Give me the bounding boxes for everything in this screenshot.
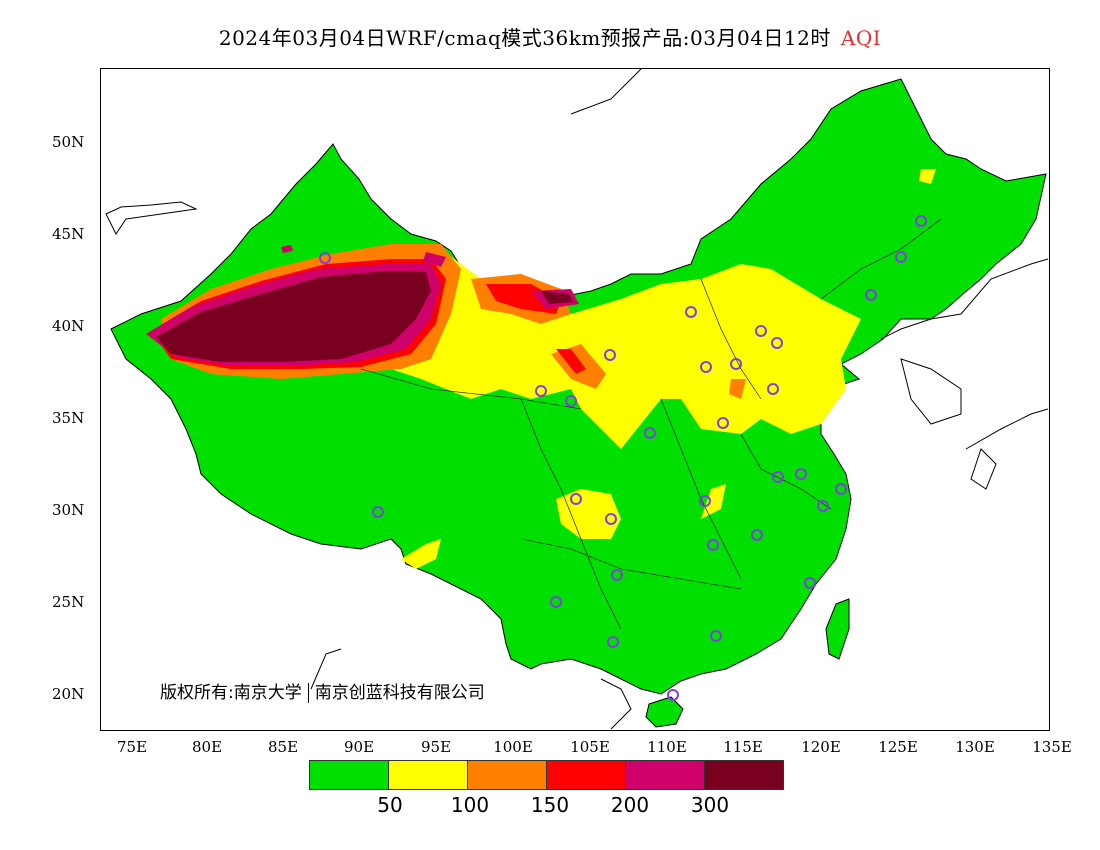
copyright-notice: 版权所有:南京大学 南京创蓝科技有限公司 — [160, 678, 485, 703]
lon-label-130e: 130E — [955, 738, 995, 756]
station-markers — [319, 215, 927, 701]
lat-label-50n: 50N — [52, 133, 85, 151]
title-variable: AQI — [840, 26, 882, 50]
legend-swatch-yellow — [388, 760, 468, 790]
legend-tick-200: 200 — [610, 793, 650, 817]
copyright-owner: 版权所有:南京大学 — [160, 683, 302, 703]
lon-label-115e: 115E — [723, 738, 763, 756]
lon-label-125e: 125E — [878, 738, 918, 756]
aqi-legend — [309, 760, 784, 790]
lon-label-135e: 135E — [1032, 738, 1072, 756]
map-title: 2024年03月04日WRF/cmaq模式36km预报产品:03月04日12时 A… — [0, 22, 1100, 51]
lat-label-40n: 40N — [52, 317, 85, 335]
lon-label-85e: 85E — [267, 738, 299, 756]
map-frame — [100, 68, 1050, 731]
aqi-band-maroon — [156, 271, 573, 362]
legend-swatch-red — [546, 760, 626, 790]
legend-tick-50: 50 — [377, 793, 403, 817]
legend-swatch-magenta — [625, 760, 705, 790]
lon-label-100e: 100E — [493, 738, 533, 756]
lat-label-25n: 25N — [52, 593, 85, 611]
taiwan-island — [825, 598, 850, 660]
legend-tick-100: 100 — [450, 793, 490, 817]
lat-label-35n: 35N — [52, 409, 85, 427]
hainan-island — [645, 696, 684, 728]
lon-label-110e: 110E — [647, 738, 687, 756]
lon-label-95e: 95E — [420, 738, 452, 756]
lat-label-45n: 45N — [52, 225, 85, 243]
lon-label-105e: 105E — [570, 738, 610, 756]
title-main: 2024年03月04日WRF/cmaq模式36km预报产品:03月04日12时 — [218, 26, 831, 50]
coastline-outlines — [105, 69, 1048, 729]
lon-label-90e: 90E — [343, 738, 375, 756]
lon-label-80e: 80E — [191, 738, 223, 756]
legend-swatch-maroon — [704, 760, 784, 790]
legend-tick-300: 300 — [690, 793, 730, 817]
lon-label-75e: 75E — [116, 738, 148, 756]
legend-swatch-orange — [467, 760, 547, 790]
lat-label-30n: 30N — [52, 501, 85, 519]
copyright-company: 南京创蓝科技有限公司 — [314, 683, 485, 703]
legend-swatch-green — [309, 760, 389, 790]
lon-label-120e: 120E — [801, 738, 841, 756]
lat-label-20n: 20N — [52, 685, 85, 703]
aqi-map — [105, 69, 1048, 729]
legend-tick-150: 150 — [530, 793, 570, 817]
